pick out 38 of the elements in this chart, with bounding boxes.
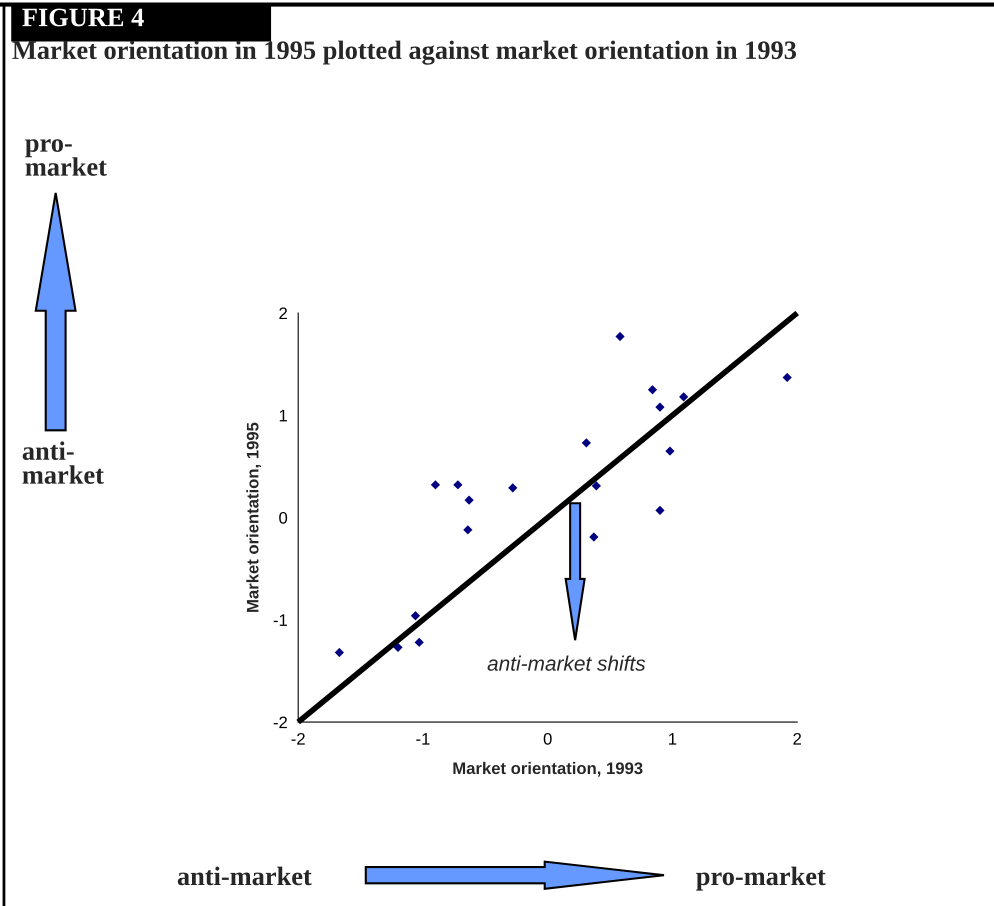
x-tick-label: 0 [544, 732, 552, 745]
text: pro-market [696, 866, 826, 891]
point [453, 480, 462, 490]
point [592, 481, 601, 490]
text: anti- market [22, 441, 104, 484]
point [463, 525, 472, 534]
point [589, 532, 598, 542]
point [334, 648, 344, 658]
point [430, 480, 440, 490]
point [655, 506, 665, 515]
annotation: anti-market shifts [488, 656, 646, 671]
point [508, 483, 518, 492]
y-tick-label: 0 [279, 512, 288, 524]
point [655, 402, 665, 412]
x-tick-label: -2 [292, 732, 305, 745]
y-tick-label: 1 [280, 410, 287, 422]
point [582, 438, 591, 448]
point [410, 611, 420, 620]
point [679, 392, 688, 402]
y-tick-label: -2 [274, 716, 287, 728]
x-tick-label: -1 [416, 733, 430, 745]
chart-title: Market orientation in 1995 plotted against market orientation in 1993 [12, 40, 796, 65]
y-tick-label: -1 [274, 614, 287, 626]
point [464, 496, 474, 505]
point [615, 332, 625, 342]
x-tick-label: 1 [669, 733, 676, 745]
x-tick-label: 2 [793, 732, 801, 745]
text: pro- market [25, 139, 107, 176]
point [665, 446, 675, 456]
y-tick-label: 2 [279, 307, 287, 320]
y-axis-title: Market orientation, 1995 [246, 422, 261, 612]
point [648, 385, 658, 394]
point [393, 642, 403, 652]
x-axis-title: Market orientation, 1993 [453, 762, 642, 777]
point [782, 372, 792, 382]
point [414, 638, 424, 647]
text: anti-market [178, 866, 312, 886]
caption: FIGURE 4 [22, 8, 144, 26]
